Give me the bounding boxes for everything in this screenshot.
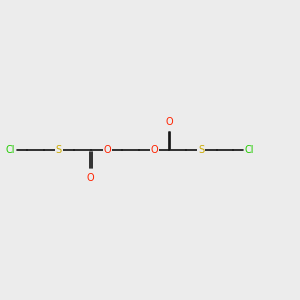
Text: O: O — [166, 117, 173, 127]
Text: Cl: Cl — [6, 145, 15, 155]
Text: S: S — [198, 145, 204, 155]
Text: Cl: Cl — [245, 145, 254, 155]
Text: O: O — [103, 145, 111, 155]
Text: O: O — [87, 173, 94, 183]
Text: S: S — [56, 145, 62, 155]
Text: O: O — [150, 145, 158, 155]
